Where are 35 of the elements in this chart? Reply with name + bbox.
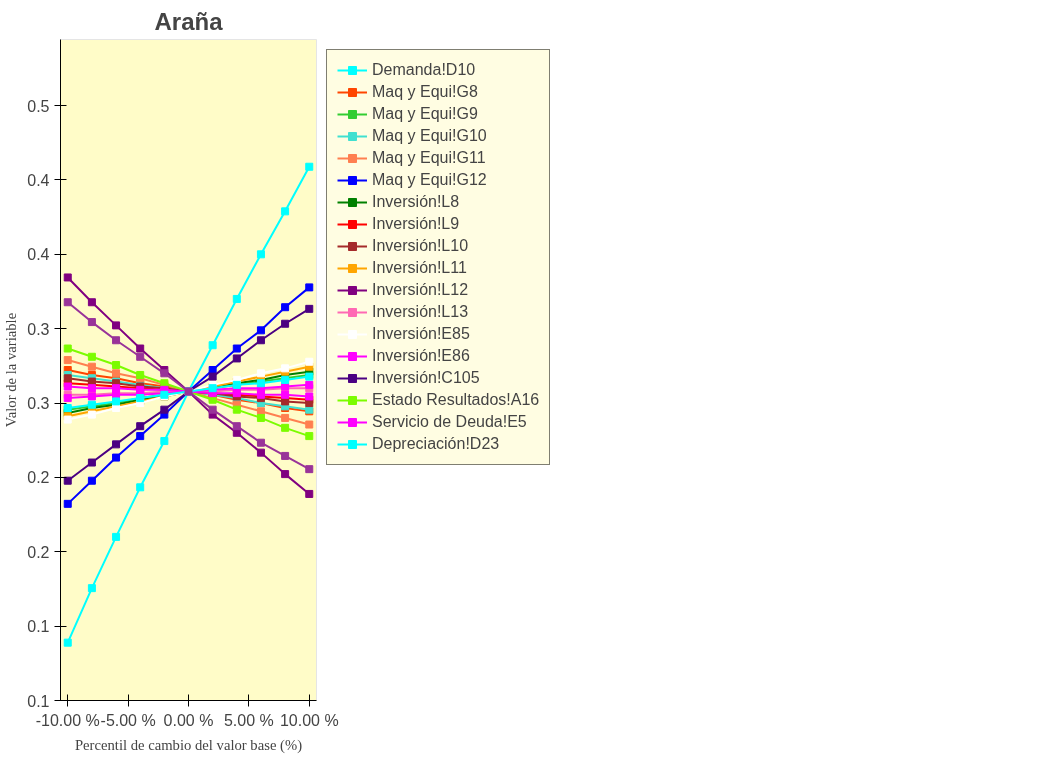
legend-label: Depreciación!D23 <box>372 435 500 453</box>
legend-label: Maq y Equi!G11 <box>372 149 486 167</box>
y-tick-label: 0.4 <box>27 171 50 189</box>
x-tick-label: -5.00 % <box>100 711 156 729</box>
y-tick-label: 0.4 <box>27 246 50 264</box>
legend-label: Inversión!L13 <box>372 303 469 321</box>
legend-label: Inversión!C105 <box>372 369 480 387</box>
y-tick-label: 0.1 <box>27 692 50 710</box>
legend-label: Estado Resultados!A16 <box>372 391 540 409</box>
legend-label: Demanda!D10 <box>372 61 476 79</box>
legend-label: Servicio de Deuda!E5 <box>372 413 527 431</box>
legend-label: Maq y Equi!G12 <box>372 171 487 189</box>
y-tick-label: 0.3 <box>27 320 50 338</box>
legend-label: Inversión!L9 <box>372 215 460 233</box>
x-tick-label: -10.00 % <box>35 711 100 729</box>
legend-label: Inversión!E86 <box>372 347 470 365</box>
legend-label: Maq y Equi!G10 <box>372 127 487 145</box>
legend-label: Maq y Equi!G8 <box>372 83 478 101</box>
y-tick-label: 0.5 <box>27 97 50 115</box>
legend-label: Inversión!L10 <box>372 237 469 255</box>
legend-label: Inversión!L11 <box>372 259 467 277</box>
x-tick-label: 0.00 % <box>163 711 214 729</box>
chart-title: Araña <box>154 7 224 35</box>
y-axis-title: Valor de la variable <box>3 312 20 428</box>
legend-label: Maq y Equi!G9 <box>372 105 478 123</box>
x-tick-label: 10.00 % <box>279 711 339 729</box>
legend-label: Inversión!L8 <box>372 193 460 211</box>
y-tick-label: 0.2 <box>27 543 50 561</box>
x-axis-title: Percentil de cambio del valor base (%) <box>74 736 303 754</box>
x-tick-label: 5.00 % <box>223 711 274 729</box>
y-tick-label: 0.1 <box>27 618 50 636</box>
y-tick-label: 0.2 <box>27 469 50 487</box>
legend-label: Inversión!L12 <box>372 281 469 299</box>
y-tick-label: 0.3 <box>27 395 50 413</box>
legend-label: Inversión!E85 <box>372 325 470 343</box>
